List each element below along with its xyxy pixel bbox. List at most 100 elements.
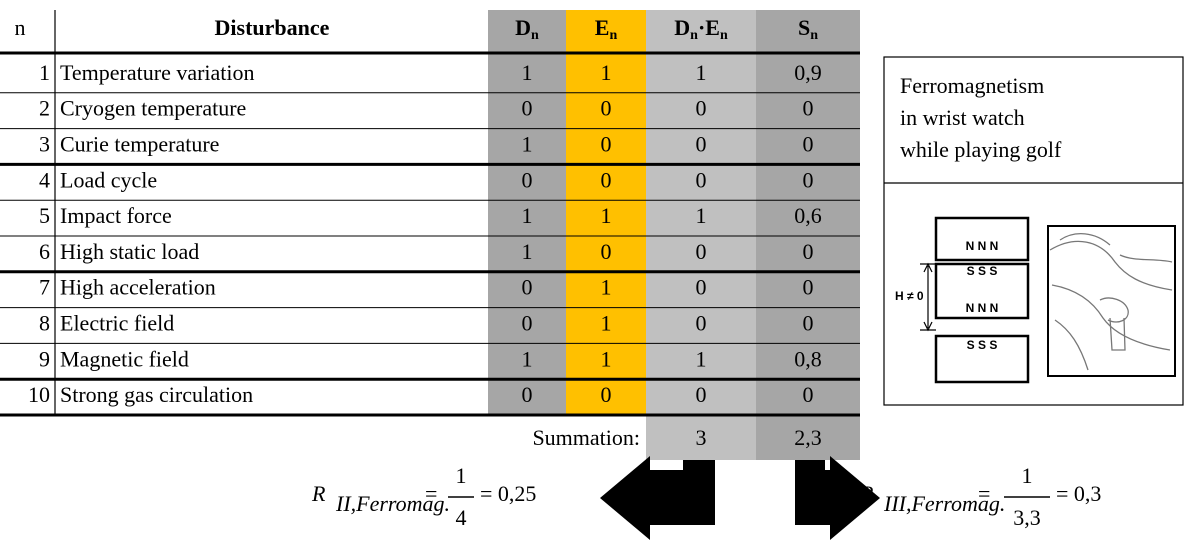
de-value: 1 xyxy=(696,203,707,228)
e-value: 0 xyxy=(601,239,612,264)
disturbance: Curie temperature xyxy=(60,132,219,157)
row-number: 9 xyxy=(39,346,50,371)
summation-s: 2,3 xyxy=(794,425,822,450)
de-value: 0 xyxy=(696,96,707,121)
de-value: 1 xyxy=(696,60,707,85)
header-base: S xyxy=(798,15,810,40)
de-value: 0 xyxy=(696,275,707,300)
formula-symbol: R xyxy=(859,481,874,506)
summation-de: 3 xyxy=(696,425,707,450)
row-number: 8 xyxy=(39,311,50,336)
d-value: 0 xyxy=(522,96,533,121)
s-value: 0 xyxy=(803,275,814,300)
row-number: 5 xyxy=(39,203,50,228)
magnet xyxy=(934,334,1030,384)
magnet xyxy=(934,216,1030,262)
disturbance: Cryogen temperature xyxy=(60,96,246,121)
s-value: 0 xyxy=(803,382,814,407)
de-value: 0 xyxy=(696,132,707,157)
disturbance: Magnetic field xyxy=(60,346,189,371)
arrow-left xyxy=(600,456,715,540)
disturbance: High static load xyxy=(60,239,199,264)
header-sub: n xyxy=(810,28,818,43)
e-value: 0 xyxy=(601,382,612,407)
e-value: 0 xyxy=(601,132,612,157)
d-value: 1 xyxy=(522,60,533,85)
header-sub: n xyxy=(531,28,539,43)
formula-numerator: 1 xyxy=(1022,463,1033,488)
formula-numerator: 1 xyxy=(456,463,467,488)
e-column xyxy=(566,10,646,415)
header-sub: n xyxy=(690,28,698,43)
panel-frame xyxy=(883,56,1184,406)
formula: R III,Ferromag. = 1 3,3 = 0,3 xyxy=(859,463,1101,530)
table-body: 1 Temperature variation 1 1 1 0,9 2 Cryogen tem… xyxy=(0,60,860,417)
formula-denominator: 4 xyxy=(456,505,467,530)
row-number: 3 xyxy=(39,132,50,157)
s-value: 0 xyxy=(803,311,814,336)
header-s: Sn xyxy=(798,15,818,43)
de-value: 0 xyxy=(696,382,707,407)
d-value: 0 xyxy=(522,382,533,407)
e-value: 1 xyxy=(601,60,612,85)
formula-eq: = xyxy=(978,481,990,506)
s-column xyxy=(756,10,860,460)
s-value: 0 xyxy=(803,132,814,157)
s-value: 0,9 xyxy=(794,60,822,85)
formula-result: = 0,3 xyxy=(1056,481,1101,506)
row-number: 6 xyxy=(39,239,50,264)
panel-title: while playing golf xyxy=(900,137,1062,162)
formula-result: = 0,25 xyxy=(480,481,536,506)
row-number: 10 xyxy=(28,382,50,407)
formula-eq: = xyxy=(425,481,437,506)
d-value: 0 xyxy=(522,311,533,336)
panel-title: Ferromagnetism xyxy=(900,73,1044,98)
disturbance: Electric field xyxy=(60,311,174,336)
e-value: 1 xyxy=(601,311,612,336)
d-value: 1 xyxy=(522,132,533,157)
disturbance: Temperature variation xyxy=(60,60,255,85)
d-value: 1 xyxy=(522,239,533,264)
e-value: 1 xyxy=(601,203,612,228)
magnet-pole: S S S xyxy=(967,338,998,352)
header-mid: ·E xyxy=(698,15,720,40)
s-value: 0,6 xyxy=(794,203,822,228)
formula-symbol: R xyxy=(311,481,326,506)
d-value: 1 xyxy=(522,203,533,228)
magnet-pole: N N N xyxy=(966,239,999,253)
formula-denominator: 3,3 xyxy=(1013,505,1041,530)
magnet-pole: S S S xyxy=(967,264,998,278)
header-base: E xyxy=(595,15,610,40)
s-value: 0 xyxy=(803,96,814,121)
e-value: 1 xyxy=(601,346,612,371)
summation-label: Summation: xyxy=(532,425,640,450)
de-value: 1 xyxy=(696,346,707,371)
formula: R II,Ferromag. = 1 4 = 0,25 xyxy=(311,463,536,530)
e-value: 0 xyxy=(601,96,612,121)
disturbance: Load cycle xyxy=(60,167,157,192)
magnet-pole: N N N xyxy=(966,301,999,315)
header-base: D xyxy=(515,15,531,40)
header-d: Dn xyxy=(515,15,539,43)
header-e: En xyxy=(595,15,618,43)
s-value: 0 xyxy=(803,167,814,192)
disturbance: Impact force xyxy=(60,203,172,228)
header-sub: n xyxy=(609,28,617,43)
formula-sub: III,Ferromag. xyxy=(883,491,1005,516)
de-column xyxy=(646,10,756,460)
de-value: 0 xyxy=(696,311,707,336)
e-value: 0 xyxy=(601,167,612,192)
de-value: 0 xyxy=(696,239,707,264)
row-number: 1 xyxy=(39,60,50,85)
e-value: 1 xyxy=(601,275,612,300)
formula-sub: II,Ferromag. xyxy=(335,491,450,516)
hand-sketch xyxy=(1049,233,1173,371)
header-disturbance: Disturbance xyxy=(215,15,330,40)
row-number: 2 xyxy=(39,96,50,121)
magnet xyxy=(934,262,1030,320)
row-number: 4 xyxy=(39,167,50,192)
s-value: 0 xyxy=(803,239,814,264)
field-label: H ≠ 0 xyxy=(895,289,924,303)
